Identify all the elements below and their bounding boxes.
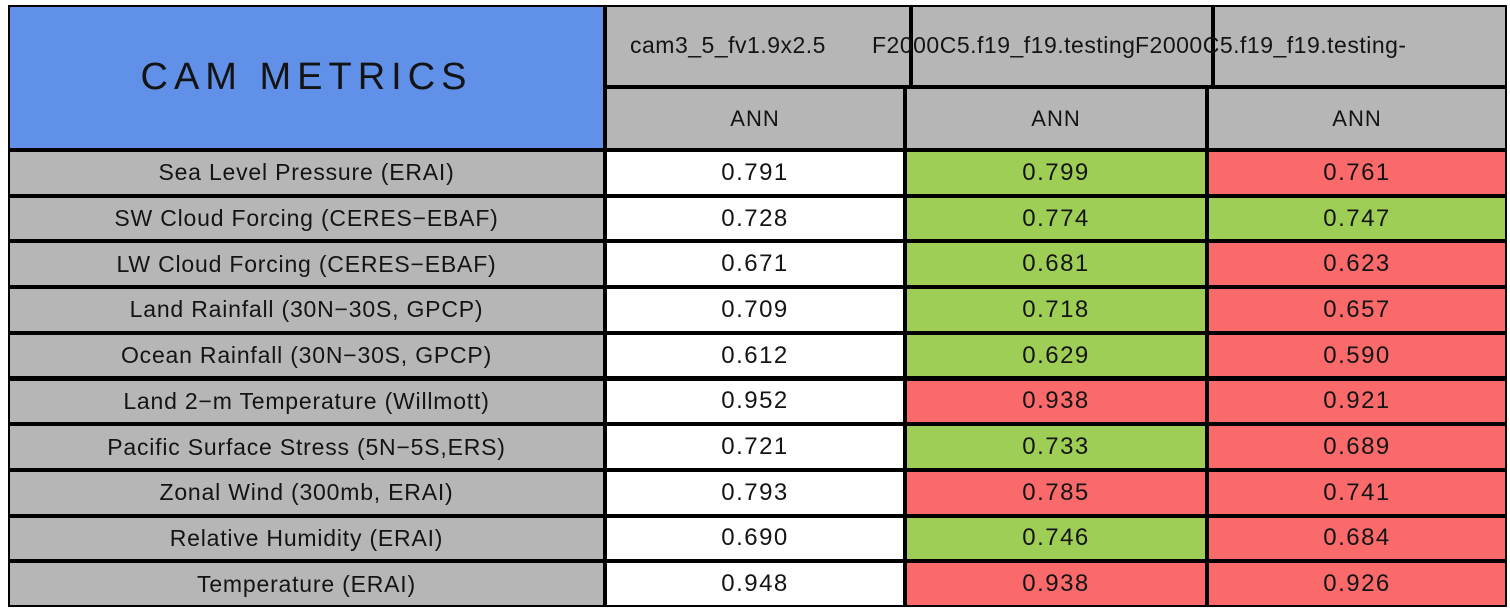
metric-value-cell: 0.657 (1209, 289, 1505, 331)
metric-value-cell: 0.684 (1209, 517, 1505, 560)
metric-value-cell: 0.926 (1209, 563, 1505, 605)
metric-value-cell: 0.938 (907, 380, 1205, 423)
case-names-row: cam3_5_fv1.9x2.5 F2000C5.f19_f19.testing… (607, 7, 1505, 85)
metric-value-cell: 0.793 (607, 471, 903, 514)
case-name-2: F2000C5.f19_f19.testing (872, 32, 1136, 58)
metric-value-cell: 0.791 (607, 152, 903, 194)
metric-value-cell: 0.741 (1209, 471, 1505, 514)
metric-value-cell: 0.681 (907, 243, 1205, 286)
metric-value-cell: 0.733 (907, 426, 1205, 468)
case-name-1: cam3_5_fv1.9x2.5 (630, 32, 826, 58)
metric-value-cell: 0.718 (907, 289, 1205, 331)
metric-label: LW Cloud Forcing (CERES−EBAF) (10, 243, 603, 286)
case-name-3: F2000C5.f19_f19.testing- (1135, 32, 1407, 58)
metric-label: Temperature (ERAI) (10, 563, 603, 605)
metrics-table: CAM METRICS cam3_5_fv1.9x2.5 F2000C5.f19… (8, 5, 1507, 607)
metric-label: Zonal Wind (300mb, ERAI) (10, 471, 603, 514)
metric-label: Land Rainfall (30N−30S, GPCP) (10, 289, 603, 331)
subheader-ann-2: ANN (907, 89, 1205, 148)
metric-label: Sea Level Pressure (ERAI) (10, 152, 603, 194)
metric-value-cell: 0.938 (907, 563, 1205, 605)
subheader-ann-3: ANN (1209, 89, 1505, 148)
metric-value-cell: 0.799 (907, 152, 1205, 194)
metric-value-cell: 0.747 (1209, 197, 1505, 240)
metric-value-cell: 0.671 (607, 243, 903, 286)
metric-value-cell: 0.612 (607, 334, 903, 377)
metric-value-cell: 0.728 (607, 197, 903, 240)
metric-value-cell: 0.948 (607, 563, 903, 605)
metric-value-cell: 0.952 (607, 380, 903, 423)
metric-label: Pacific Surface Stress (5N−5S,ERS) (10, 426, 603, 468)
subheader-ann-1: ANN (607, 89, 903, 148)
column-divider (909, 7, 913, 85)
metric-value-cell: 0.689 (1209, 426, 1505, 468)
metric-value-cell: 0.623 (1209, 243, 1505, 286)
metric-label: SW Cloud Forcing (CERES−EBAF) (10, 197, 603, 240)
column-divider (1211, 7, 1215, 85)
metric-label: Relative Humidity (ERAI) (10, 517, 603, 560)
metric-value-cell: 0.690 (607, 517, 903, 560)
metric-label: Ocean Rainfall (30N−30S, GPCP) (10, 334, 603, 377)
table-title-cell: CAM METRICS (10, 7, 603, 148)
metric-value-cell: 0.774 (907, 197, 1205, 240)
metric-label: Land 2−m Temperature (Willmott) (10, 380, 603, 423)
metric-value-cell: 0.785 (907, 471, 1205, 514)
metric-value-cell: 0.590 (1209, 334, 1505, 377)
metric-value-cell: 0.746 (907, 517, 1205, 560)
metric-value-cell: 0.761 (1209, 152, 1505, 194)
metric-value-cell: 0.629 (907, 334, 1205, 377)
metric-value-cell: 0.721 (607, 426, 903, 468)
table-title: CAM METRICS (140, 56, 473, 98)
metric-value-cell: 0.709 (607, 289, 903, 331)
metric-value-cell: 0.921 (1209, 380, 1505, 423)
